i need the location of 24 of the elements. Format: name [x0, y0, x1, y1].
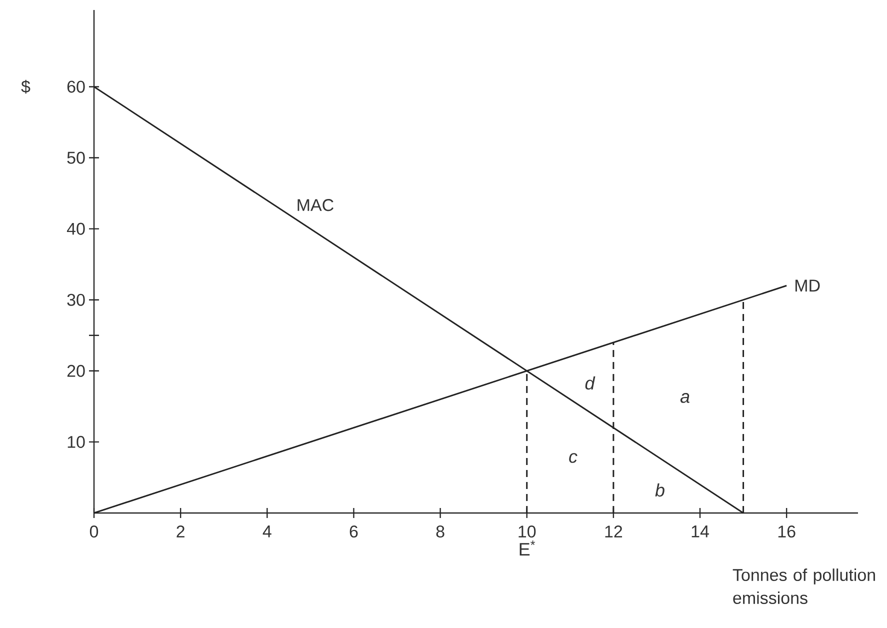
x-tick-label: 14 — [692, 526, 709, 538]
x-tick-label: 4 — [262, 526, 272, 538]
y-tick-label: 30 — [67, 294, 85, 306]
annotation: a — [680, 393, 690, 403]
text: E$^{*}$ — [520, 540, 536, 556]
x-tick-label: 6 — [350, 526, 358, 538]
x-tick-label: 10 — [518, 526, 536, 538]
x-axis-title: Tonnes of pollution emissions — [732, 568, 875, 604]
y-tick-label: 10 — [68, 436, 85, 448]
x-tick-label: 2 — [176, 526, 184, 538]
y-tick-label: 20 — [67, 364, 85, 377]
annotation: d — [585, 376, 596, 390]
y-tick-label: 40 — [66, 222, 85, 235]
y-tick-label: 50 — [67, 152, 85, 164]
annotation: c — [569, 453, 578, 463]
x-tick-label: 0 — [90, 526, 98, 538]
y-tick-label: 60 — [67, 80, 85, 93]
series-label: MAC — [298, 199, 334, 212]
series-label: MD — [796, 280, 820, 292]
x-tick-label: 8 — [436, 526, 444, 538]
x-tick-label: 12 — [605, 526, 622, 538]
x-tick-label: 16 — [778, 526, 796, 538]
y-axis-title: $ — [21, 80, 30, 94]
annotation: b — [655, 483, 664, 497]
